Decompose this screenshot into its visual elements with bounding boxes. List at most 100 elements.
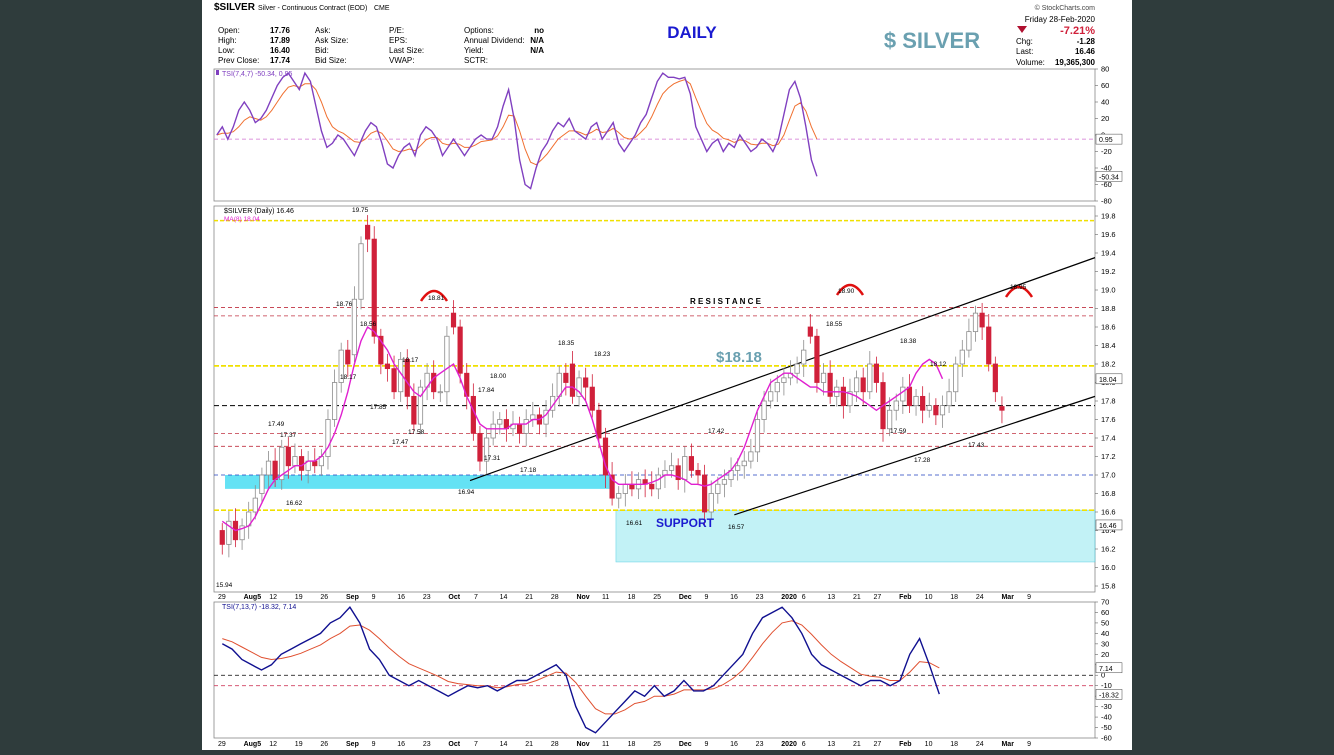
tsi-lower-y-tick: 70 (1101, 598, 1109, 607)
candle-body (847, 391, 853, 407)
price-label: 17.43 (968, 442, 985, 449)
candle-body (609, 474, 615, 499)
tsi-upper-tsi-value-box (1095, 171, 1123, 182)
title-annotation: $ SILVER (884, 28, 980, 53)
candle-body (946, 391, 952, 407)
candle-body (239, 525, 245, 541)
x-axis-label-lower: 12 (269, 741, 277, 748)
candle-body (371, 238, 377, 337)
price-y-tick: 16.4 (1101, 526, 1116, 535)
candle-body (761, 400, 767, 420)
candle-body (754, 419, 761, 453)
candle-body (820, 372, 827, 383)
x-axis-label: 10 (925, 594, 933, 601)
candle-body (807, 326, 813, 337)
candle-body (781, 377, 787, 383)
x-axis-label-lower: Oct (448, 741, 460, 748)
candle-body (411, 395, 417, 425)
header-field-value: N/A (530, 36, 544, 45)
header-field-value: N/A (530, 46, 544, 55)
x-axis-label: 23 (756, 594, 764, 601)
header-date: Friday 28-Feb-2020 (1025, 15, 1096, 24)
price-label: 17.85 (370, 404, 387, 411)
x-axis-label: 18 (628, 594, 636, 601)
price-label: 18.35 (558, 340, 575, 347)
candle-body (219, 530, 225, 545)
price-y-tick: 16.2 (1101, 545, 1116, 554)
tsi-lower-signal-value: 7.14 (1099, 666, 1113, 673)
support-annotation: SUPPORT (656, 516, 715, 530)
price-y-tick: 17.0 (1101, 471, 1116, 480)
watermark: © StockCharts.com (1035, 4, 1096, 12)
x-axis-label-lower: 28 (551, 741, 559, 748)
candle-body (556, 372, 562, 397)
price-label: 17.28 (914, 457, 931, 464)
down-arrow-icon (1017, 26, 1027, 33)
candle-body (338, 349, 344, 383)
x-axis-label-lower: 25 (653, 741, 661, 748)
candle-body (959, 349, 965, 365)
last-value: 16.46 (1075, 47, 1096, 56)
candle-body (715, 483, 721, 494)
price-label: 17.59 (890, 428, 907, 435)
candle-body (688, 456, 694, 471)
price-label: 18.55 (826, 321, 843, 328)
candle-body (483, 437, 490, 462)
tsi-lower-tsi-line (221, 606, 940, 734)
candle-body (358, 243, 364, 300)
price-y-tick: 18.2 (1101, 360, 1116, 369)
candle-body (457, 326, 463, 374)
candle-body (735, 465, 741, 471)
candle-body (384, 363, 391, 370)
candle-body (569, 363, 576, 397)
candle-body (873, 363, 880, 383)
price-label: 18.90 (838, 288, 855, 295)
tsi-lower-y-tick: 60 (1101, 608, 1109, 617)
tsi-upper-y-tick: -80 (1101, 197, 1112, 206)
x-axis-label: 16 (397, 594, 405, 601)
x-axis-label: 25 (653, 594, 661, 601)
price-label: 17.58 (408, 429, 425, 436)
x-axis-label-lower: 26 (320, 741, 328, 748)
chart-description: Silver - Continuous Contract (EOD) (258, 5, 367, 12)
breakdown-zone (615, 509, 1096, 563)
ma8-line (221, 325, 944, 532)
price-label: 18.56 (360, 321, 377, 328)
candle-body (966, 331, 972, 351)
x-axis-label: 9 (1027, 594, 1031, 601)
candle-body (675, 465, 681, 481)
header-field-label: Ask Size: (315, 36, 348, 45)
x-axis-label: Aug5 (244, 594, 262, 601)
x-axis-label: 23 (423, 594, 431, 601)
x-axis-label-lower: Dec (679, 741, 692, 748)
x-axis-label-lower: 18 (950, 741, 958, 748)
header-field-value: 17.89 (270, 36, 291, 45)
price-last-value-box (1095, 519, 1123, 531)
x-axis-label: Dec (679, 594, 692, 601)
x-axis-label: 19 (295, 594, 303, 601)
tsi-upper-tsi-line (216, 71, 818, 190)
candle-body (497, 419, 503, 425)
resistance-top-arc (835, 283, 865, 296)
tsi-lower-y-tick: 50 (1101, 618, 1109, 627)
candle-body (583, 377, 589, 388)
header-field-value: 17.74 (270, 56, 291, 65)
candle-body (853, 377, 860, 393)
candle-body (986, 326, 992, 365)
x-axis-label: 27 (873, 594, 881, 601)
price-y-tick: 15.8 (1101, 582, 1116, 591)
candle-body (695, 469, 701, 476)
header-field-value: 17.76 (270, 26, 291, 35)
candle-body (926, 405, 932, 411)
candle-body (794, 363, 800, 374)
x-axis-label: 28 (551, 594, 559, 601)
candle-body (365, 224, 371, 240)
price-y-tick: 19.2 (1101, 267, 1116, 276)
candle-body (404, 358, 410, 397)
x-axis-label-lower: 2020 (781, 741, 797, 748)
price-label: 17.47 (392, 439, 409, 446)
price-label: 19.75 (352, 207, 369, 214)
candle-body (616, 493, 622, 499)
candle-body (259, 474, 265, 494)
x-axis-label-lower: 14 (500, 741, 508, 748)
